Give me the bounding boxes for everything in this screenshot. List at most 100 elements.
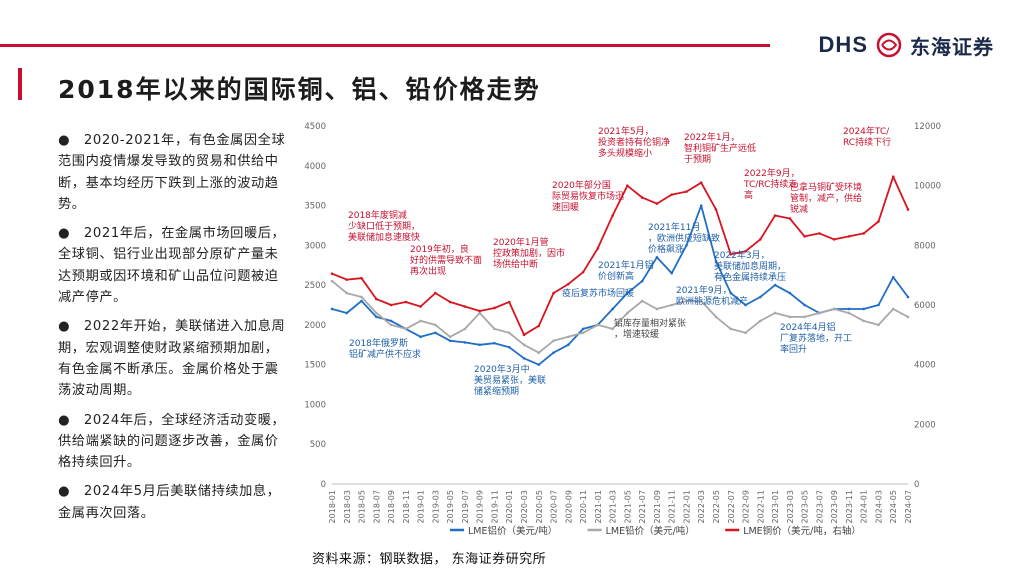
data-point-red — [906, 208, 910, 211]
x-tick-label: 2022-03 — [697, 490, 706, 523]
x-tick-label: 2023-07 — [815, 490, 824, 523]
data-point-gray — [773, 311, 777, 315]
annotation-line: 有色金属持续承压 — [714, 271, 786, 283]
data-point-blue — [670, 271, 673, 275]
bullet-item: ● 2024年5月后美联储持续加息，金属再次回落。 — [58, 484, 281, 521]
data-point-red — [463, 305, 467, 308]
x-tick-label: 2018-03 — [343, 490, 352, 523]
data-point-blue — [611, 307, 614, 311]
data-point-red — [685, 190, 688, 193]
data-point-blue — [375, 315, 378, 319]
bullet-item: ● 2020-2021年，有色金属因全球范围内疫情爆发导致的贸易和供给中断，基本… — [58, 133, 286, 212]
chart-annotation: 2020年1月管控政策加剧，因市场供给中断 — [493, 236, 565, 270]
chart-annotation: 2021年5月，投资者持有伦铜净多头规模缩小 — [598, 125, 670, 159]
data-point-gray — [419, 319, 422, 323]
data-point-blue — [522, 357, 526, 360]
y-right-tick-label: 0 — [914, 480, 919, 490]
series-line-blue — [331, 204, 909, 366]
annotation-line: 2024年4月铝 — [780, 321, 836, 333]
data-point-blue — [567, 343, 570, 347]
annotation-line: 2024年TC/ — [843, 125, 890, 137]
data-point-blue — [906, 295, 910, 299]
y-left-tick-label: 4000 — [304, 162, 326, 172]
annotation-line: 再次出现 — [410, 265, 446, 277]
bullet-item: ● 2024年后，全球经济活动变暖，供给端紧缺的问题逐步改善，金属价格持续回升。 — [58, 412, 286, 471]
x-tick-label: 2022-01 — [682, 490, 691, 523]
data-point-red — [389, 303, 393, 307]
bullet-list: ● 2020-2021年，有色金属因全球范围内疫情爆发导致的贸易和供给中断，基本… — [58, 130, 290, 532]
annotation-line: 控政策加剧，因市 — [493, 247, 565, 259]
data-point-red — [567, 282, 570, 286]
data-point-gray — [478, 311, 481, 315]
data-point-blue — [537, 363, 541, 366]
x-tick-label: 2023-11 — [845, 490, 854, 523]
data-point-gray — [345, 291, 349, 295]
x-tick-label: 2024-05 — [889, 490, 898, 523]
data-point-gray — [537, 351, 541, 355]
data-point-gray — [448, 335, 452, 339]
bullet-item: ● 2022年开始，美联储进入加息周期，宏观调整使财政紧缩预期加剧，有色金属不断… — [58, 319, 286, 399]
x-tick-label: 2019-09 — [476, 490, 485, 523]
data-point-red — [360, 276, 363, 280]
data-point-gray — [832, 307, 836, 311]
data-point-blue — [685, 244, 688, 247]
y-right-tick-label: 6000 — [914, 301, 936, 311]
chart-annotation: 2021年9月，欧洲能源危机减产 — [676, 284, 748, 307]
data-point-red — [404, 300, 408, 304]
x-tick-label: 2018-07 — [372, 490, 381, 523]
data-point-blue — [788, 291, 792, 295]
title-accent-bar — [18, 68, 22, 100]
data-point-blue — [773, 283, 777, 287]
data-point-gray — [891, 307, 895, 311]
data-point-gray — [463, 327, 467, 331]
data-point-red — [832, 238, 836, 241]
data-point-red — [581, 270, 585, 274]
y-left-tick-label: 3000 — [304, 241, 326, 251]
chart-annotation: 2022年1月，智利铜矿生产远低于预期 — [684, 131, 756, 165]
data-point-red — [847, 235, 851, 238]
annotation-line: 价格飙涨 — [648, 243, 684, 255]
x-tick-label: 2024-07 — [904, 490, 913, 523]
annotation-line: TC/RC持续走 — [743, 178, 797, 190]
x-tick-label: 2020-11 — [579, 490, 588, 523]
data-point-gray — [375, 311, 378, 315]
data-point-red — [626, 184, 629, 187]
chart-annotation: 2021年1月铝价创新高 — [598, 259, 654, 282]
legend-label: LME铅价（美元/吨） — [606, 525, 695, 537]
annotation-line: 高 — [744, 189, 753, 201]
y-right-tick-label: 4000 — [914, 361, 936, 371]
data-point-gray — [330, 279, 334, 283]
data-point-blue — [581, 327, 585, 331]
annotation-line: 欧洲能源危机减产 — [676, 295, 748, 307]
data-point-red — [330, 272, 334, 275]
data-point-blue — [729, 291, 733, 295]
annotation-line: 多头规模缩小 — [598, 147, 652, 159]
annotation-line: ，增速较缓 — [614, 328, 659, 340]
data-point-red — [434, 291, 437, 295]
annotation-line: 2019年初，良 — [410, 243, 469, 255]
data-point-blue — [626, 291, 629, 295]
y-right-tick-label: 10000 — [914, 182, 941, 192]
chart-annotation: 2019年初，良好的供需导致不面再次出现 — [410, 243, 482, 277]
x-tick-label: 2021-05 — [623, 490, 632, 523]
chart-annotation: 2020年部分国际贸易恢复市场迅速回暖 — [552, 179, 624, 213]
data-point-blue — [434, 331, 437, 335]
x-tick-label: 2018-05 — [358, 490, 367, 523]
x-tick-label: 2020-03 — [520, 490, 529, 523]
data-point-blue — [478, 343, 481, 347]
annotation-line: 2020年3月中 — [474, 363, 530, 375]
data-point-gray — [655, 307, 659, 311]
chart-annotation: 2022年9月， TC/RC持续走高 — [743, 167, 800, 201]
data-point-gray — [596, 323, 600, 327]
x-tick-label: 2021-09 — [653, 490, 662, 523]
data-point-red — [818, 232, 821, 235]
chart-annotation: 2018年俄罗斯铝矿减产供不应求 — [349, 337, 421, 360]
data-point-red — [877, 220, 880, 223]
y-left-tick-label: 4500 — [304, 122, 326, 132]
chart-annotation: 2018年废铜减少缺口低于预期，美联储加息速度快 — [348, 209, 420, 243]
x-tick-label: 2021-07 — [638, 490, 647, 523]
series-line-red — [331, 175, 909, 336]
chart-annotation: 2024年4月铝厂复苏落地，开工率回升 — [780, 321, 852, 355]
data-point-gray — [434, 323, 437, 327]
data-point-red — [522, 333, 526, 337]
